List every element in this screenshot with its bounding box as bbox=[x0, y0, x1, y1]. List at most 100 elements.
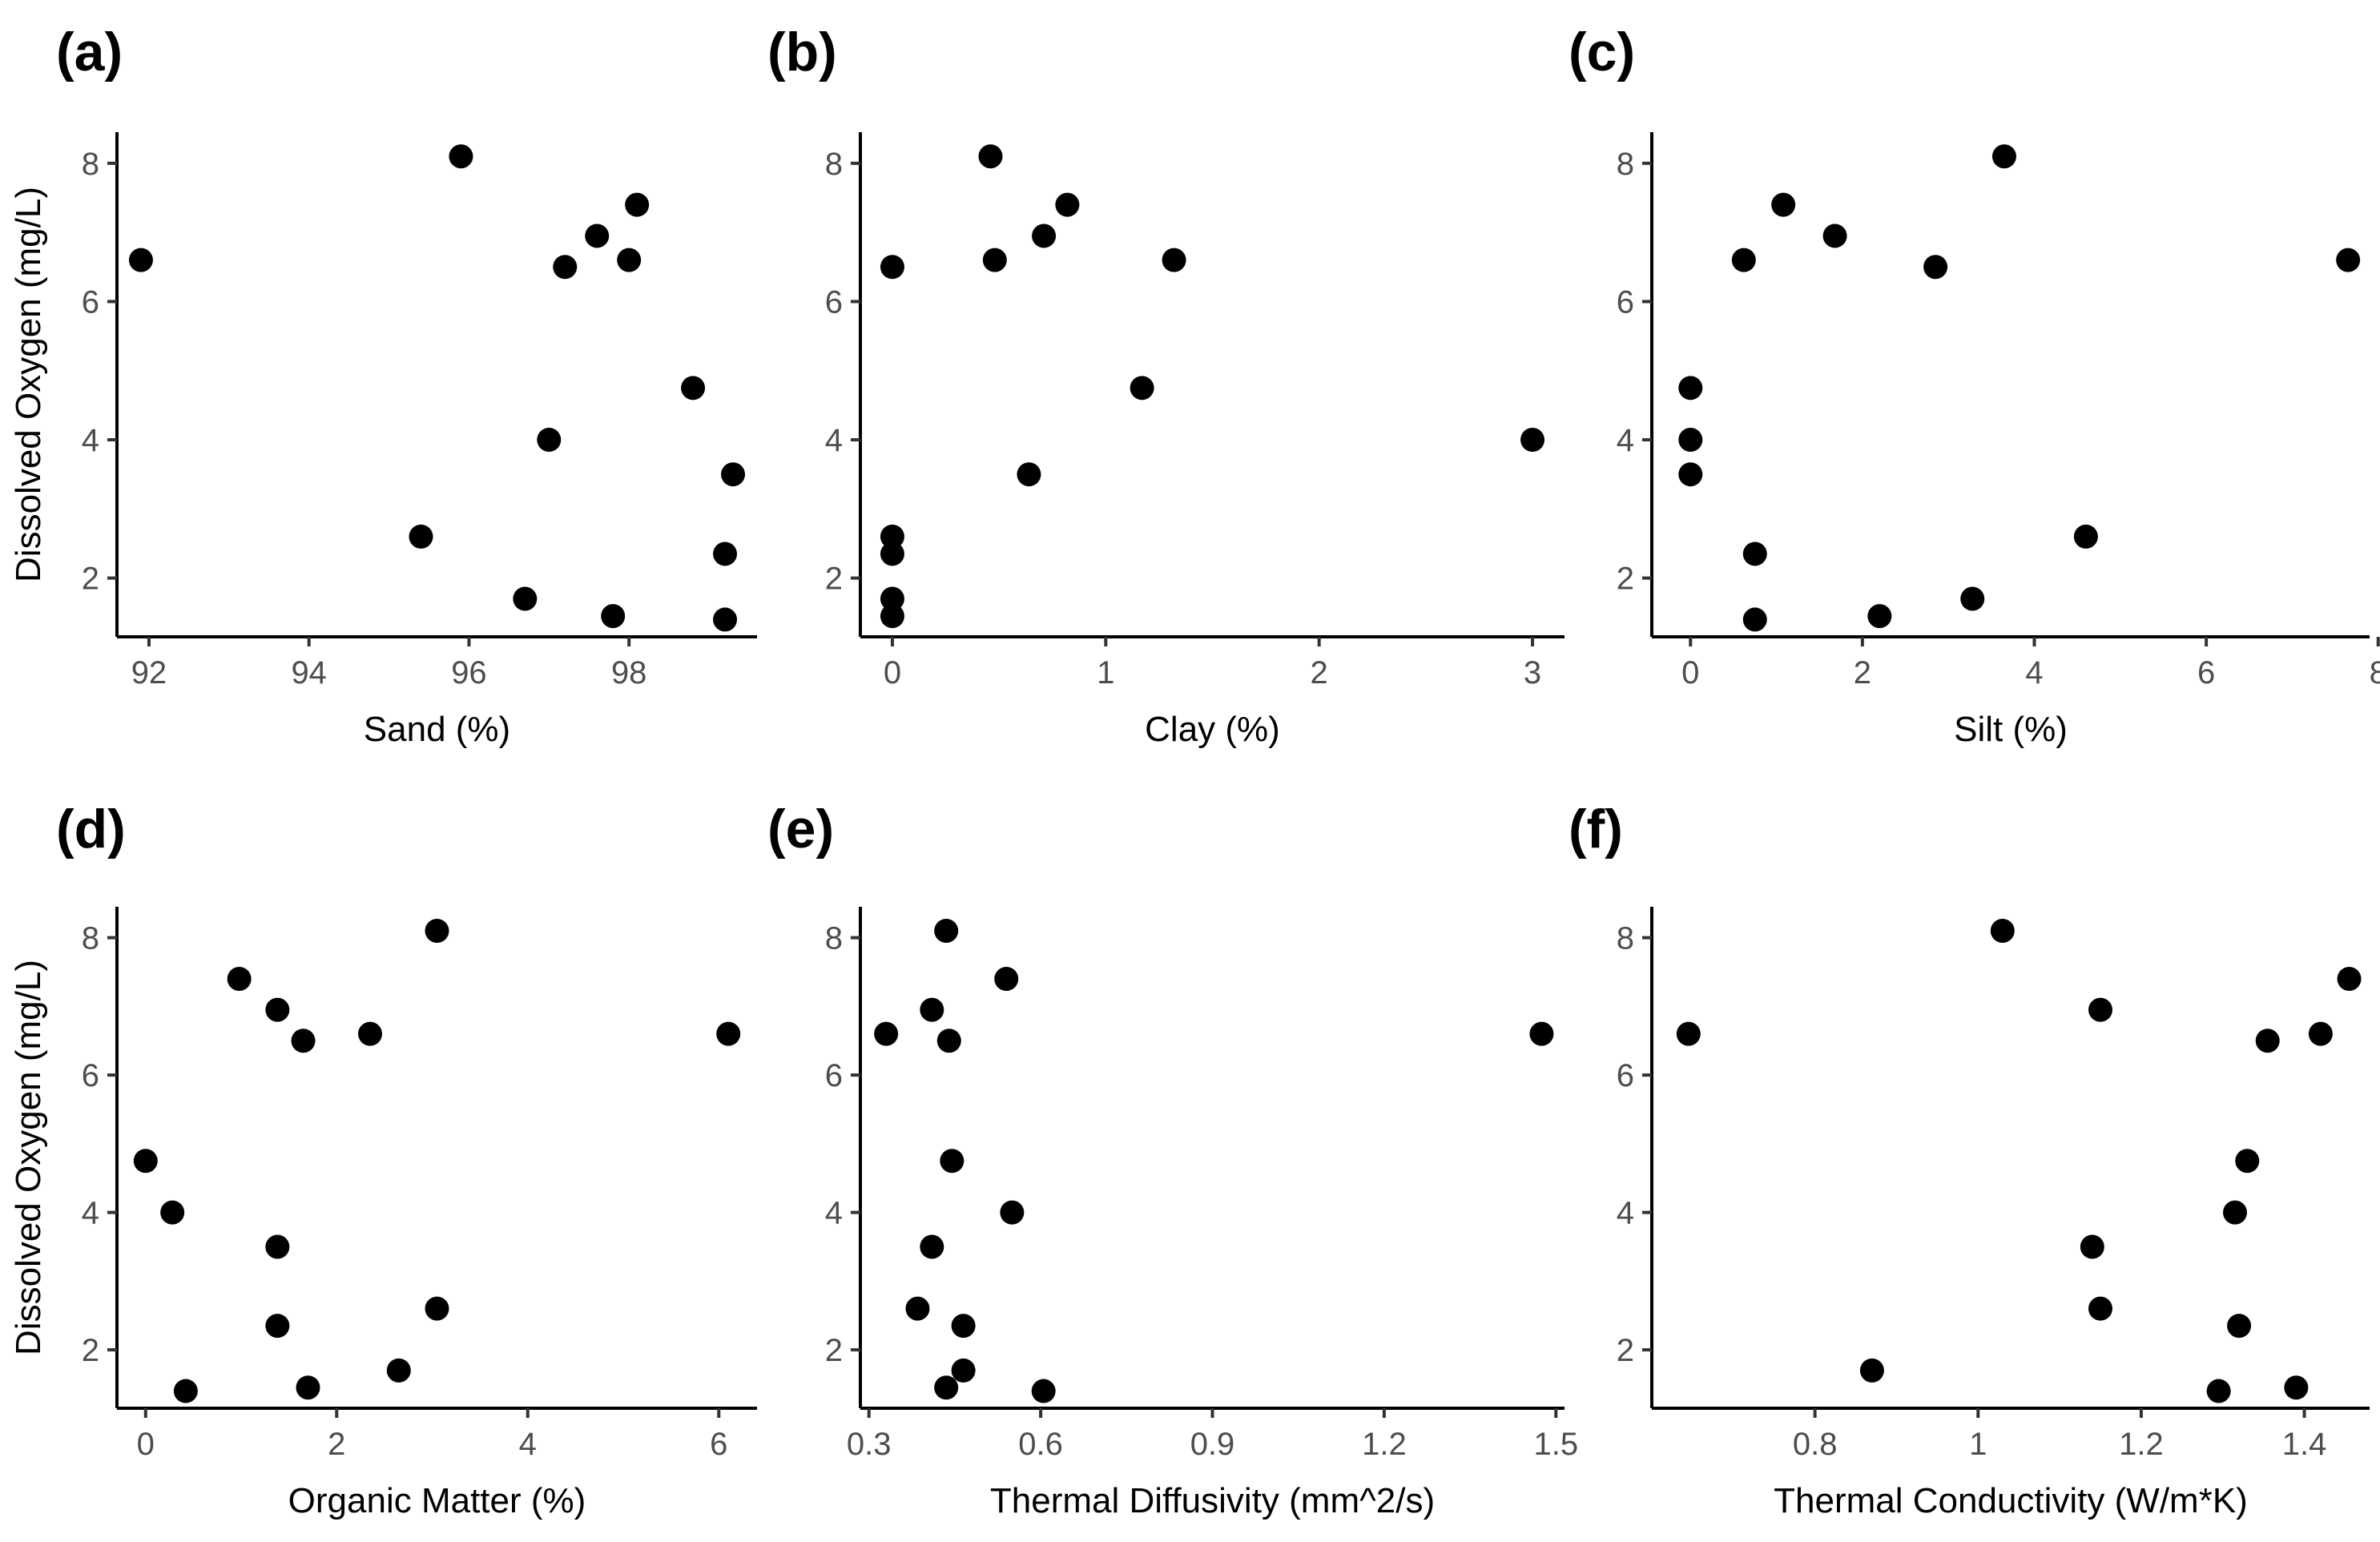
panel-c-y-tick-label: 8 bbox=[1617, 147, 1634, 182]
panel-f-point bbox=[2223, 1200, 2247, 1225]
panel-b-label: (b) bbox=[767, 22, 837, 83]
panel-b-x-tick-label: 3 bbox=[1524, 655, 1541, 690]
panel-a-x-tick-label: 98 bbox=[611, 655, 647, 690]
panel-c-point bbox=[2336, 248, 2361, 272]
panel-f-x-tick-label: 1.2 bbox=[2119, 1427, 2164, 1462]
panel-d-point bbox=[425, 919, 449, 944]
panel-f-y-tick-label: 2 bbox=[1617, 1333, 1634, 1368]
panel-e-x-tick-label: 0.6 bbox=[1018, 1427, 1063, 1462]
panel-e-point bbox=[905, 1296, 930, 1321]
panel-f-point bbox=[2284, 1375, 2309, 1400]
panel-b-point bbox=[880, 542, 904, 566]
panel-f-x-tick-label: 1.4 bbox=[2282, 1427, 2327, 1462]
panel-f-point bbox=[2255, 1029, 2280, 1053]
panel-f-point bbox=[1990, 919, 2015, 944]
panel-d-point bbox=[425, 1296, 449, 1321]
panel-b-point bbox=[1130, 376, 1154, 401]
panel-d-point bbox=[386, 1358, 411, 1383]
panel-b-point bbox=[1162, 248, 1186, 272]
panel-c-point bbox=[1678, 376, 1703, 401]
panel-d-label: (d) bbox=[56, 799, 126, 860]
panel-a-point bbox=[713, 607, 738, 632]
panel-c-x-tick-label: 4 bbox=[2025, 655, 2043, 690]
panel-c-y-tick-label: 2 bbox=[1617, 562, 1634, 597]
panel-e-x-axis-title: Thermal Diffusivity (mm^2/s) bbox=[990, 1481, 1435, 1520]
panel-d-x-tick-label: 6 bbox=[710, 1427, 727, 1462]
panel-f-y-tick-label: 8 bbox=[1617, 921, 1634, 956]
panel-a-point bbox=[513, 586, 538, 611]
panel-e-y-tick-label: 2 bbox=[825, 1333, 843, 1368]
panel-e-point bbox=[920, 997, 944, 1022]
panel-a-point bbox=[409, 524, 433, 549]
panel-c-point bbox=[1867, 604, 1892, 629]
panel-f-x-tick-label: 1 bbox=[1969, 1427, 1987, 1462]
panel-e-point bbox=[951, 1358, 976, 1383]
panel-e-x-tick-label: 0.3 bbox=[847, 1427, 892, 1462]
panel-a-point bbox=[585, 223, 610, 248]
panel-e-label: (e) bbox=[767, 799, 834, 860]
panel-c-point bbox=[1923, 255, 1948, 280]
panel-e-point bbox=[920, 1234, 944, 1259]
panel-f-point bbox=[2206, 1379, 2231, 1403]
panel-b-x-axis-title: Clay (%) bbox=[1145, 710, 1280, 749]
panel-e-point bbox=[934, 919, 959, 944]
panel-d-point bbox=[265, 1314, 290, 1339]
panel-e-point bbox=[934, 1375, 959, 1400]
panel-f-point bbox=[2227, 1314, 2252, 1339]
panel-f-y-tick-label: 6 bbox=[1617, 1058, 1634, 1093]
panel-a-point bbox=[601, 604, 626, 629]
panel-f-point bbox=[1859, 1358, 1884, 1383]
panel-e-y-tick-label: 6 bbox=[825, 1058, 843, 1093]
panel-d-point bbox=[265, 997, 290, 1022]
panel-f-point bbox=[2088, 1296, 2112, 1321]
panel-d-point bbox=[173, 1379, 198, 1403]
panel-a-point bbox=[713, 542, 738, 566]
panel-a-label: (a) bbox=[56, 22, 123, 83]
panel-a-y-tick-label: 8 bbox=[82, 147, 99, 182]
panel-b-point bbox=[978, 144, 1003, 169]
panel-b-point bbox=[982, 248, 1007, 272]
panel-b-point bbox=[880, 604, 904, 629]
panel-e-y-tick-label: 8 bbox=[825, 921, 843, 956]
panel-d-y-tick-label: 2 bbox=[82, 1333, 99, 1368]
panel-c-x-tick-label: 8 bbox=[2370, 655, 2380, 690]
panel-a-y-tick-label: 6 bbox=[82, 284, 99, 320]
panel-d-point bbox=[358, 1021, 383, 1046]
panel-c-point bbox=[1678, 428, 1703, 453]
panel-d-point bbox=[291, 1029, 316, 1053]
panel-b-point bbox=[1017, 462, 1041, 487]
panel-f-point bbox=[2080, 1234, 2104, 1259]
panel-e-point bbox=[994, 967, 1019, 992]
panel-e-x-tick-label: 1.2 bbox=[1362, 1427, 1407, 1462]
panel-e-point bbox=[940, 1149, 964, 1174]
panel-c-x-axis-title: Silt (%) bbox=[1954, 710, 2068, 749]
panel-b-x-tick-label: 1 bbox=[1097, 655, 1114, 690]
panel-e-x-tick-label: 1.5 bbox=[1533, 1427, 1578, 1462]
panel-d-x-axis-title: Organic Matter (%) bbox=[288, 1481, 586, 1520]
panel-a-point bbox=[449, 144, 473, 169]
panel-a-x-tick-label: 92 bbox=[131, 655, 167, 690]
panel-a-point bbox=[617, 248, 642, 272]
panel-d-point bbox=[227, 967, 252, 992]
panel-c-point bbox=[1960, 586, 1985, 611]
panel-a-y-tick-label: 2 bbox=[82, 562, 99, 597]
panel-a-point bbox=[625, 192, 650, 217]
panel-c-x-tick-label: 6 bbox=[2197, 655, 2215, 690]
panel-b-point bbox=[1032, 223, 1057, 248]
panel-b-point bbox=[880, 524, 904, 549]
panel-c-point bbox=[1742, 607, 1767, 632]
panel-a-y-tick-label: 4 bbox=[82, 423, 99, 458]
panel-a-point bbox=[537, 428, 562, 453]
panel-b-y-tick-label: 4 bbox=[825, 423, 843, 458]
panel-a-y-axis-title: Dissolved Oxygen (mg/L) bbox=[9, 187, 48, 582]
panel-f-x-axis-title: Thermal Conductivity (W/m*K) bbox=[1774, 1481, 2248, 1520]
panel-e-point bbox=[1529, 1021, 1554, 1046]
panel-c-x-tick-label: 0 bbox=[1681, 655, 1699, 690]
panel-c-point bbox=[1822, 223, 1847, 248]
panel-c-x-tick-label: 2 bbox=[1854, 655, 1871, 690]
panel-d-y-tick-label: 8 bbox=[82, 921, 99, 956]
panel-a-x-tick-label: 96 bbox=[451, 655, 487, 690]
panel-e-y-tick-label: 4 bbox=[825, 1196, 843, 1231]
panel-a-point bbox=[128, 248, 153, 272]
panel-b-point bbox=[880, 586, 904, 611]
